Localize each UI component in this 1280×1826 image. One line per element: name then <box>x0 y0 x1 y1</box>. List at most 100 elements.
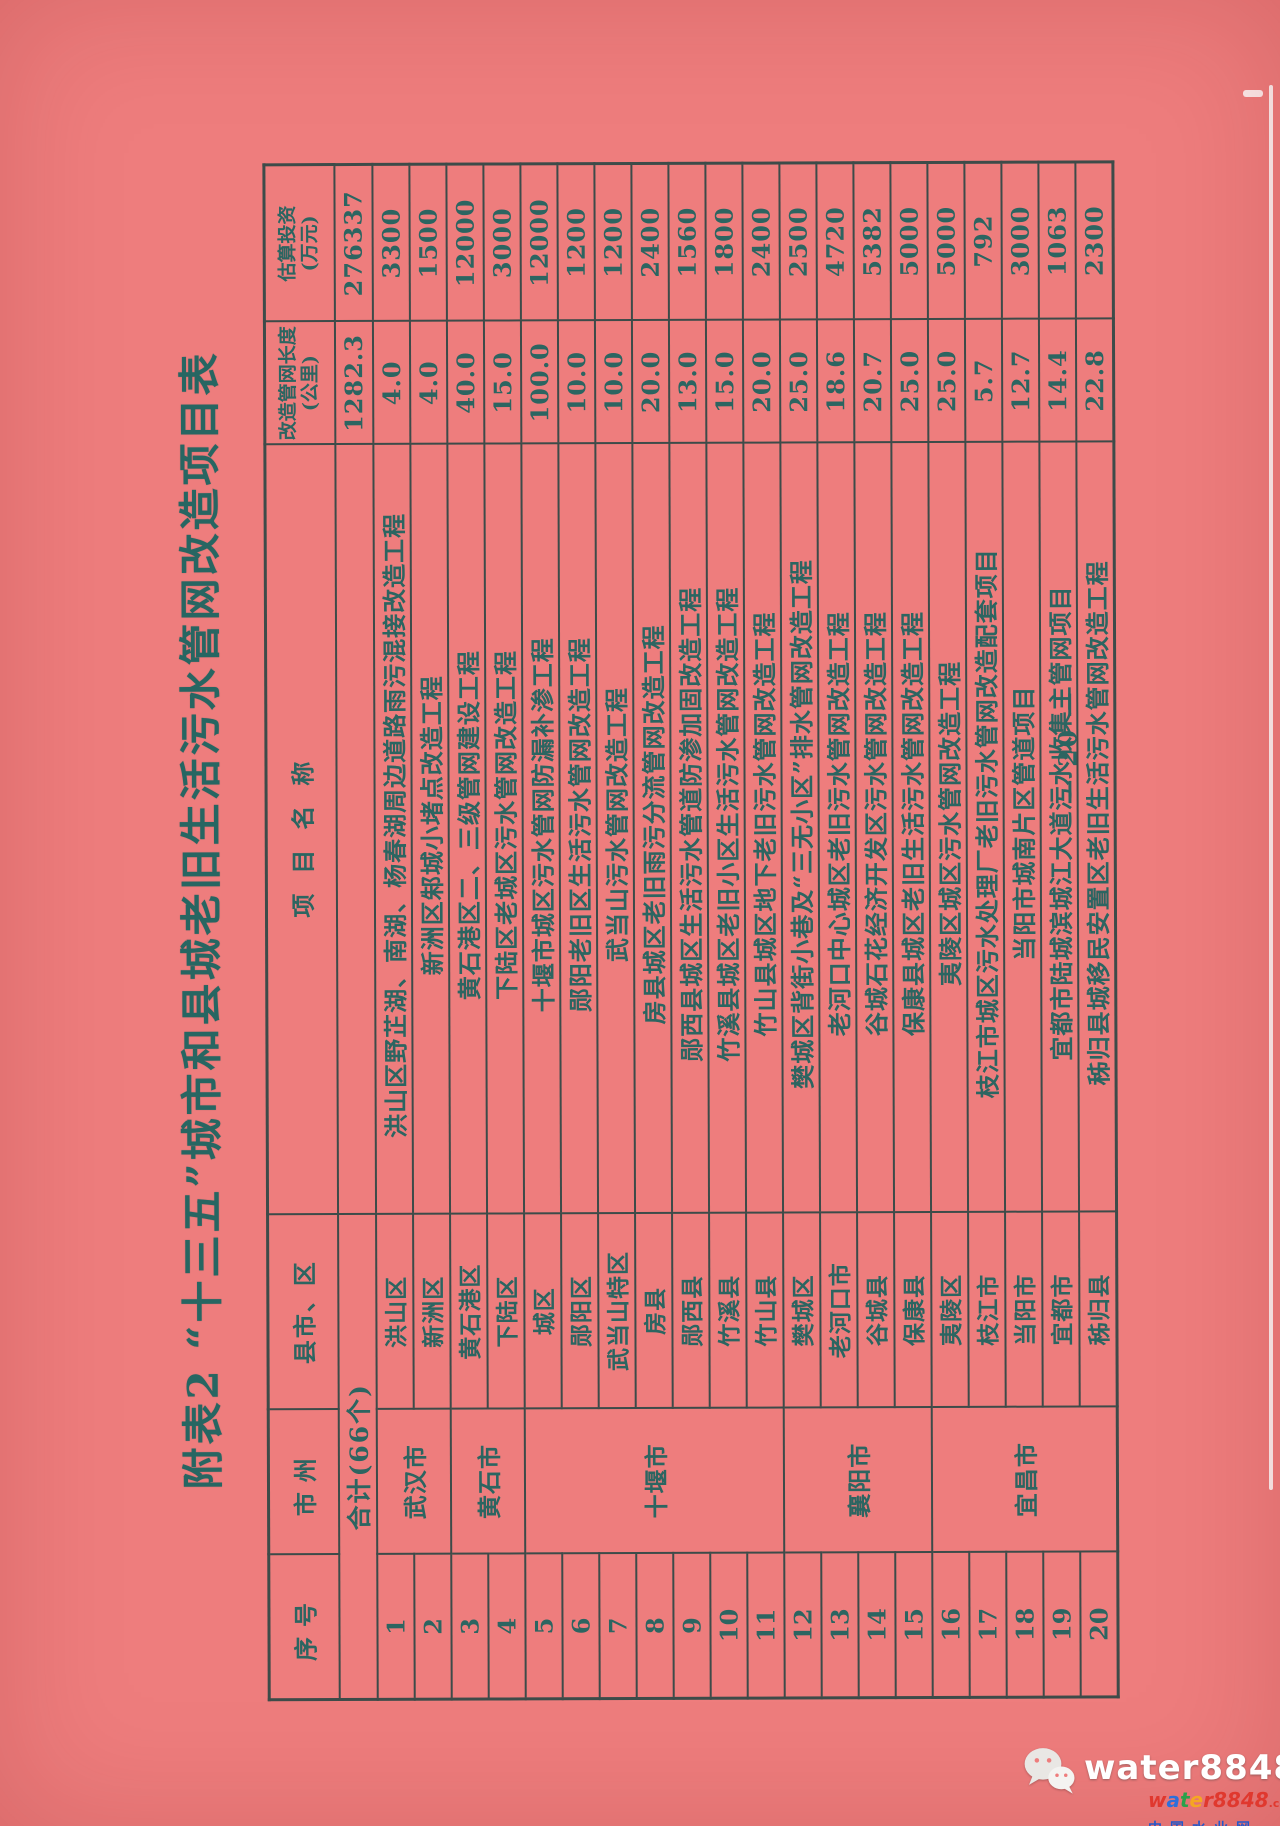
project-cell: 洪山区野芷湖、南湖、杨春湖周边道路雨污混接改造工程 <box>372 444 413 1215</box>
project-cell: 秭归县城移民安置区老旧生活污水管网改造工程 <box>1075 441 1117 1212</box>
length-cell: 10.0 <box>594 320 632 444</box>
investment-cell: 1200 <box>593 163 632 321</box>
length-cell: 13.0 <box>668 320 706 444</box>
city-cell: 襄阳市 <box>783 1407 932 1554</box>
county-cell: 房县 <box>634 1213 673 1409</box>
county-cell: 竹山县 <box>745 1213 784 1409</box>
serial-cell: 17 <box>968 1552 1007 1698</box>
serial-cell: 13 <box>820 1552 859 1698</box>
watermark-site-block: water8848.com 中国水业网 <box>1148 1790 1280 1826</box>
investment-cell: 1500 <box>408 164 447 322</box>
project-cell: 武当山污水管网改造工程 <box>594 443 635 1214</box>
investment-cell: 3000 <box>482 163 521 322</box>
length-cell: 25.0 <box>779 319 817 444</box>
watermark-site-letter: w <box>1148 1788 1167 1812</box>
investment-cell: 5000 <box>889 162 928 320</box>
city-cell: 黄石市 <box>450 1408 525 1555</box>
investment-cell: 2300 <box>1074 161 1113 319</box>
investment-cell: 3300 <box>371 164 410 322</box>
projects-table: 序号 市州 县市、区 项目名称 改造管网长度 (公里) 估算投资 (万元) 合计… <box>262 160 1120 1702</box>
serial-cell: 7 <box>598 1553 637 1699</box>
header-investment: 估算投资 (万元) <box>263 164 335 322</box>
header-project: 项目名称 <box>264 444 338 1215</box>
county-cell: 郧阳区 <box>560 1213 599 1409</box>
header-index: 序号 <box>268 1554 340 1700</box>
header-length-line1: 改造管网长度 <box>276 326 300 441</box>
project-cell: 新洲区邾城小堵点改造工程 <box>409 444 450 1215</box>
project-cell: 樊城区背街小巷及“三无小区”排水管网改造工程 <box>779 442 820 1214</box>
county-cell: 黄石港区 <box>449 1214 488 1410</box>
length-cell: 100.0 <box>520 320 558 444</box>
project-cell: 夷陵区城区污水管网改造工程 <box>927 442 968 1213</box>
county-cell: 武当山特区 <box>597 1213 636 1409</box>
serial-cell: 3 <box>450 1554 489 1700</box>
investment-cell: 792 <box>963 162 1002 320</box>
project-cell: 郧阳老旧区生活污水管网改造工程 <box>557 443 598 1214</box>
serial-cell: 5 <box>524 1553 563 1699</box>
watermark-site-letter: a <box>1166 1788 1180 1812</box>
city-cell: 十堰市 <box>524 1408 784 1554</box>
length-cell: 20.0 <box>631 320 669 444</box>
project-cell: 房县城区老旧雨污分流管网改造工程 <box>631 443 672 1214</box>
serial-cell: 10 <box>709 1553 748 1699</box>
county-cell: 樊城区 <box>782 1212 821 1409</box>
length-cell: 25.0 <box>927 319 965 443</box>
watermark-site-name: 中国水业网 <box>1148 1818 1280 1826</box>
serial-cell: 9 <box>672 1553 711 1699</box>
serial-cell: 8 <box>635 1553 674 1699</box>
length-cell: 12.7 <box>1001 319 1039 443</box>
page-number: — 20 — <box>1053 690 1083 805</box>
page-title: 附表2 “十三五”城市和县城老旧生活污水管网改造项目表 <box>175 350 229 1490</box>
scan-edge-mark <box>1243 90 1263 97</box>
serial-cell: 11 <box>746 1553 785 1699</box>
project-cell: 郧西县城区生活污水管道防渗加固改造工程 <box>668 443 709 1214</box>
county-cell: 新洲区 <box>412 1214 451 1410</box>
serial-cell: 15 <box>894 1552 933 1698</box>
project-cell: 宜都市陆城滨城江大道污水收集主管网项目 <box>1038 441 1079 1213</box>
header-investment-line1: 估算投资 <box>276 205 299 282</box>
table-row: 12 襄阳市 樊城区 樊城区背街小巷及“三无小区”排水管网改造工程 25.0 2… <box>778 162 932 1699</box>
county-cell: 当阳市 <box>1004 1212 1043 1408</box>
investment-cell: 5382 <box>852 162 891 320</box>
county-cell: 下陆区 <box>486 1213 525 1410</box>
serial-cell: 14 <box>857 1552 896 1698</box>
project-cell: 十堰市城区污水管网防漏补渗工程 <box>520 443 561 1214</box>
length-cell: 4.0 <box>409 321 447 445</box>
length-cell: 14.4 <box>1038 318 1076 443</box>
county-cell: 夷陵区 <box>930 1212 969 1408</box>
investment-cell: 1560 <box>667 163 706 321</box>
length-cell: 18.6 <box>816 319 854 443</box>
watermark-site-letter: r <box>1203 1788 1213 1812</box>
wechat-icon <box>1024 1748 1075 1794</box>
length-cell: 20.7 <box>853 319 891 443</box>
project-cell: 下陆区老城区污水管网改造工程 <box>483 443 524 1215</box>
serial-cell: 4 <box>487 1553 526 1700</box>
county-cell: 谷城县 <box>856 1212 895 1408</box>
project-cell: 黄石港区二、三级管网建设工程 <box>446 444 487 1215</box>
investment-cell: 12000 <box>519 163 558 321</box>
project-cell: 竹溪县城区老旧小区生活污水管网改造工程 <box>705 443 746 1214</box>
length-cell: 22.8 <box>1075 318 1114 442</box>
city-cell: 武汉市 <box>376 1409 451 1555</box>
length-cell: 15.0 <box>705 320 743 444</box>
investment-cell: 2500 <box>778 162 817 321</box>
total-project <box>334 444 376 1215</box>
length-cell: 40.0 <box>446 321 484 445</box>
length-cell: 15.0 <box>483 320 521 445</box>
investment-cell: 3000 <box>1000 162 1039 320</box>
serial-cell: 6 <box>561 1553 600 1699</box>
investment-cell: 1063 <box>1037 161 1076 320</box>
table-row: 3 黄石市 黄石港区 黄石港区二、三级管网建设工程 40.0 12000 <box>445 164 525 1700</box>
city-cell: 宜昌市 <box>931 1406 1118 1553</box>
length-cell: 25.0 <box>890 319 928 443</box>
county-cell: 枝江市 <box>967 1212 1006 1408</box>
county-cell: 洪山区 <box>375 1214 414 1410</box>
header-length-line2: (公里) <box>298 355 321 412</box>
total-investment: 276337 <box>333 164 373 322</box>
serial-cell: 12 <box>783 1552 822 1699</box>
investment-cell: 4720 <box>815 162 854 320</box>
watermark: water8848 water8848.com 中国水业网 <box>1022 1742 1280 1826</box>
investment-cell: 1800 <box>704 163 743 321</box>
project-cell: 枝江市城区污水处理厂老旧污水管网改造配套项目 <box>964 442 1005 1213</box>
